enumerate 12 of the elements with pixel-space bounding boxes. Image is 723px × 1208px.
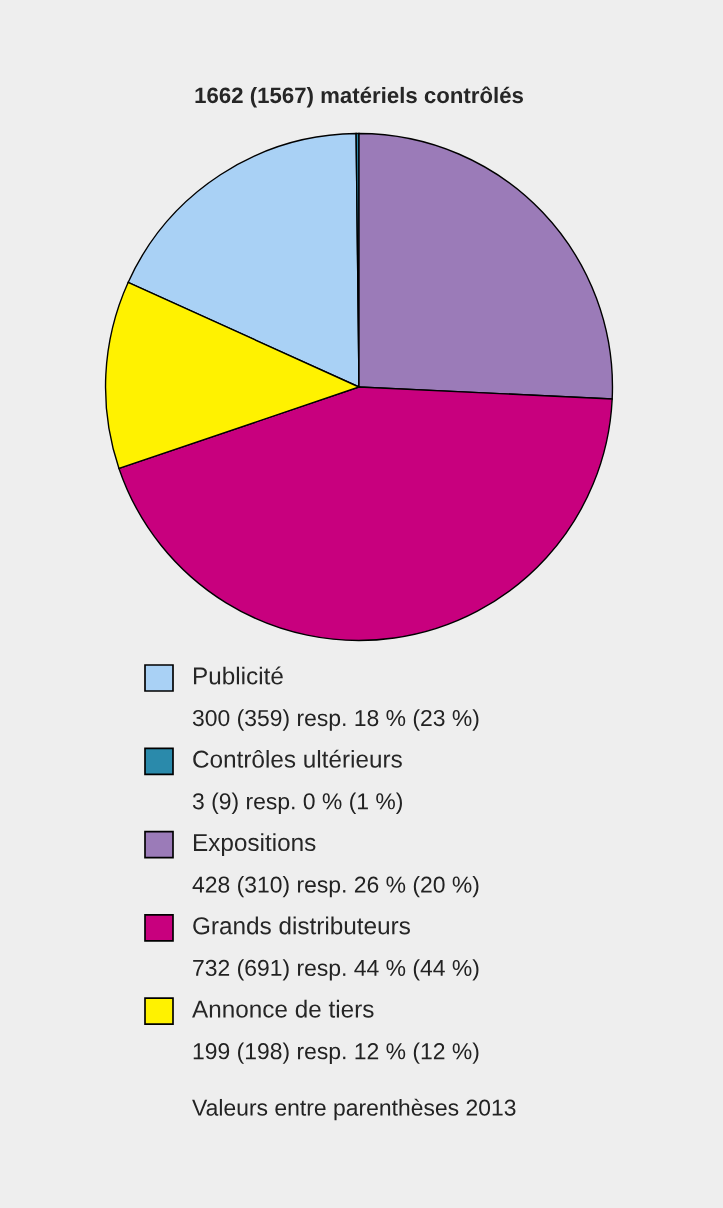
legend-label: Grands distributeurs	[193, 916, 410, 935]
legend-label: Contrôles ultérieurs	[193, 749, 402, 768]
legend-label: Annonce de tiers	[192, 999, 374, 1018]
text: Valeurs entre parenthèses 2013	[192, 1098, 516, 1121]
chart-title: 1662 (1567) matériels contrôlés	[195, 86, 524, 108]
data-label: 3 (9) resp. 0 % (1 %)	[192, 792, 402, 814]
data-label: 428 (310) resp. 26 % (20 %)	[192, 875, 479, 898]
data-label: 300 (359) resp. 18 % (23 %)	[192, 709, 479, 731]
legend-label: Publicité	[193, 666, 283, 685]
legend-label: Expositions	[193, 833, 316, 856]
data-label: 732 (691) resp. 44 % (44 %)	[193, 959, 479, 981]
data-label: 199 (198) resp. 12 % (12 %)	[193, 1042, 479, 1064]
